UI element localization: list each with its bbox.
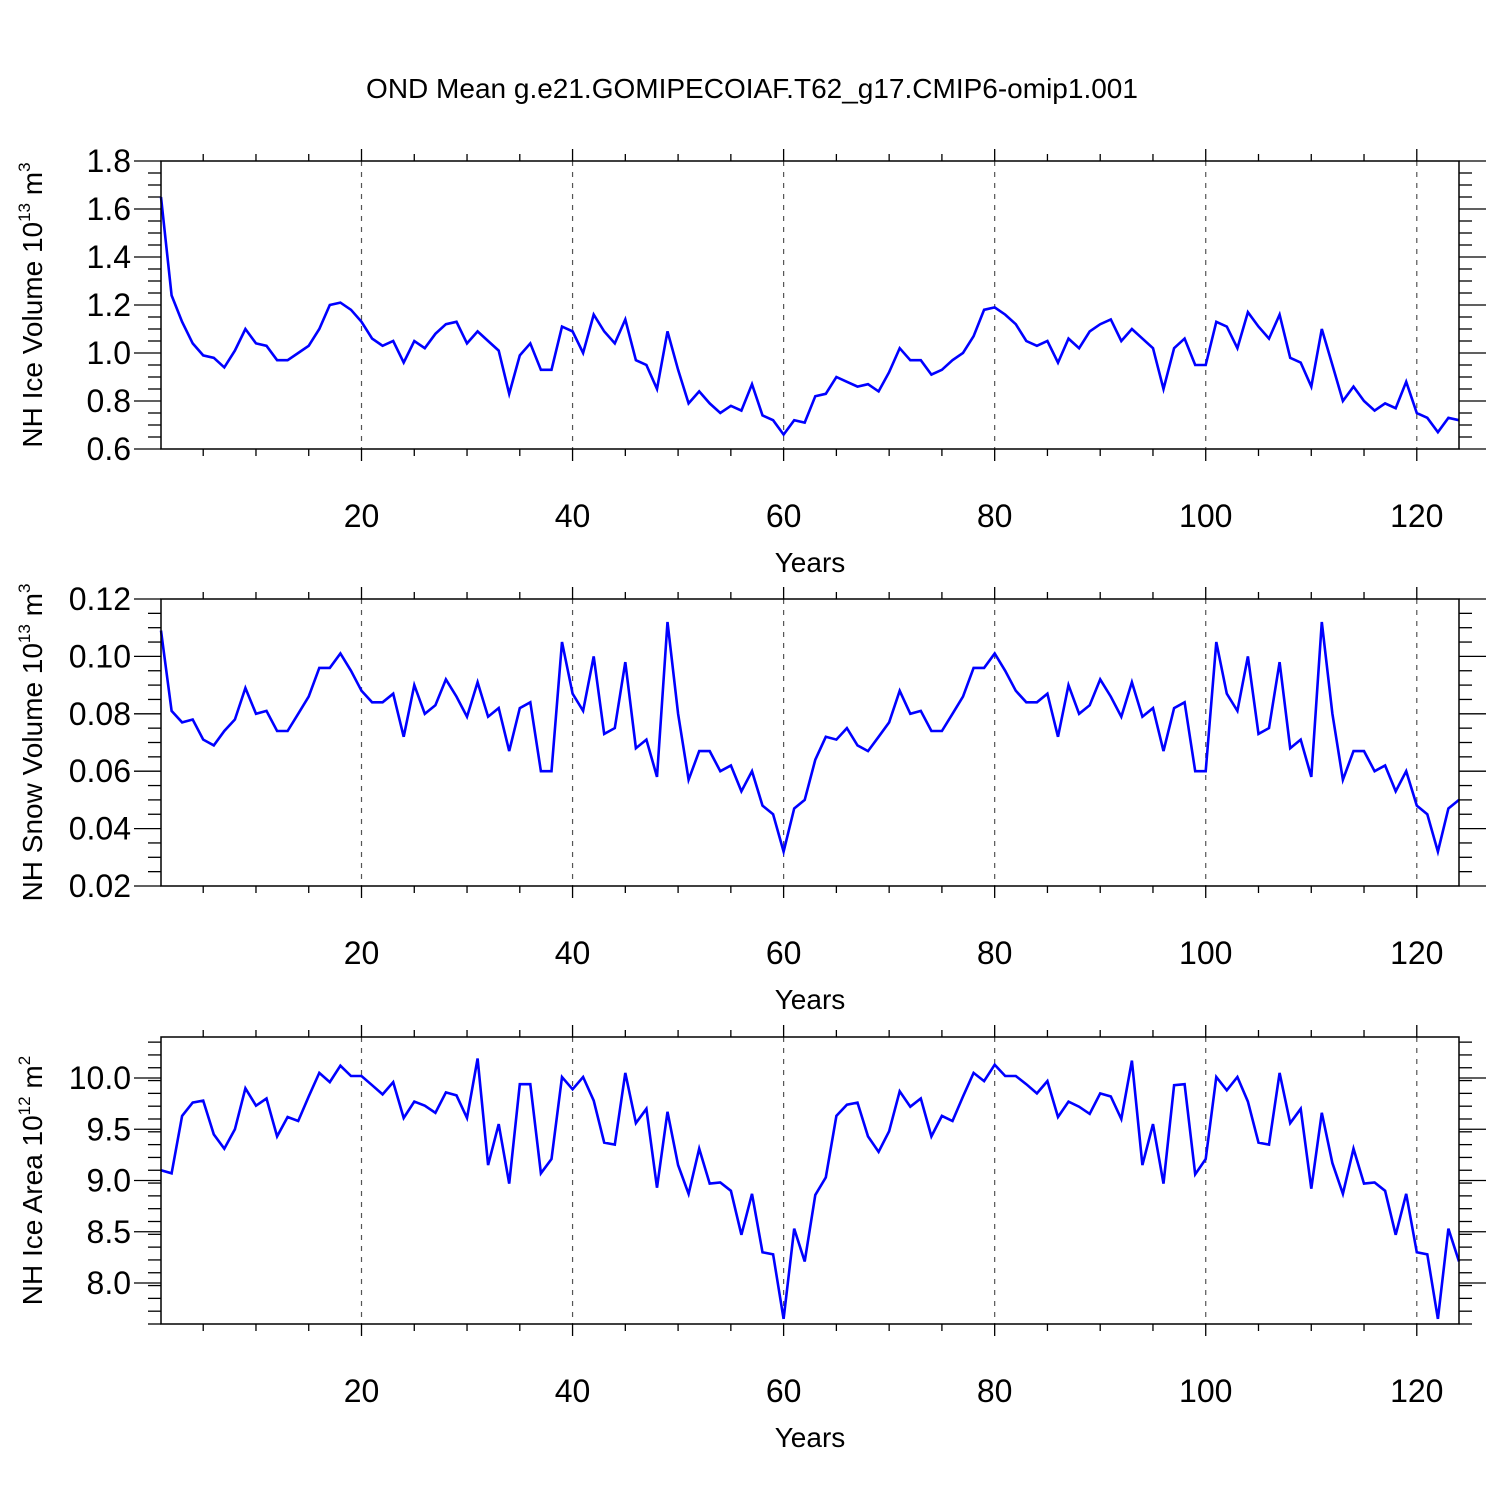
x-axis-title: Years (775, 547, 846, 578)
panel-1: 20 40 60 80 100 120 0.6 0.8 1.0 1.2 1.4 1.6 1.8 Years… (15, 143, 1486, 578)
y-tick-label: 0.06 (69, 753, 131, 789)
y-tick-label: 1.8 (87, 143, 131, 179)
x-tick-label: 60 (766, 498, 802, 534)
y-tick-label: 10.0 (69, 1060, 131, 1096)
y-tick-label: 0.6 (87, 431, 131, 467)
x-tick-label: 40 (555, 935, 591, 971)
x-axis-title: Years (775, 984, 846, 1015)
x-tick-label: 20 (344, 935, 380, 971)
y-tick-label: 0.02 (69, 868, 131, 904)
x-tick-label: 120 (1390, 1373, 1443, 1409)
y-tick-label: 9.0 (87, 1163, 131, 1199)
y-tick-label: 0.10 (69, 638, 131, 674)
x-tick-label: 100 (1179, 498, 1232, 534)
y-tick-label: 1.2 (87, 287, 131, 323)
x-tick-label: 80 (977, 498, 1013, 534)
y-axis-title: NH Ice Area 1012 m2 (15, 1056, 48, 1305)
y-tick-label: 0.04 (69, 811, 131, 847)
x-axis-title: Years (775, 1422, 846, 1453)
x-tick-label: 40 (555, 498, 591, 534)
panel-2: 20 40 60 80 100 120 0.02 0.04 0.06 0.08 0.10 0.12 Ye… (15, 581, 1486, 1015)
series-line (160, 1058, 1461, 1320)
y-tick-label: 0.12 (69, 581, 131, 617)
panel-3: 20 40 60 80 100 120 8.0 8.5 9.0 9.5 10.0 Years NH Ic… (15, 1025, 1486, 1453)
x-tick-label: 20 (344, 498, 380, 534)
x-tick-label: 20 (344, 1373, 380, 1409)
x-tick-label: 120 (1390, 498, 1443, 534)
y-tick-label: 1.4 (87, 239, 131, 275)
y-tick-label: 1.6 (87, 191, 131, 227)
y-tick-label: 0.08 (69, 696, 131, 732)
y-tick-label: 8.0 (87, 1265, 131, 1301)
x-tick-label: 60 (766, 1373, 802, 1409)
series-line (159, 196, 1460, 437)
x-tick-label: 80 (977, 1373, 1013, 1409)
plot-frame (160, 598, 1460, 887)
x-tick-label: 100 (1179, 935, 1232, 971)
x-tick-label: 60 (766, 935, 802, 971)
y-tick-label: 8.5 (87, 1214, 131, 1250)
chart-title: OND Mean g.e21.GOMIPECOIAF.T62_g17.CMIP6… (366, 73, 1138, 104)
plot-frame (160, 160, 1460, 450)
x-tick-label: 40 (555, 1373, 591, 1409)
y-axis-title: NH Snow Volume 1013 m3 (15, 584, 48, 902)
y-tick-label: 9.5 (87, 1111, 131, 1147)
y-axis-title: NH Ice Volume 1013 m3 (15, 162, 48, 447)
plot-frame (160, 1036, 1460, 1325)
chart-panels: 20 40 60 80 100 120 0.6 0.8 1.0 1.2 1.4 1.6 1.8 Years… (15, 143, 1486, 1453)
x-tick-label: 80 (977, 935, 1013, 971)
y-tick-label: 0.8 (87, 383, 131, 419)
x-tick-label: 120 (1390, 935, 1443, 971)
x-tick-label: 100 (1179, 1373, 1232, 1409)
y-tick-label: 1.0 (87, 335, 131, 371)
series-line (159, 621, 1460, 857)
